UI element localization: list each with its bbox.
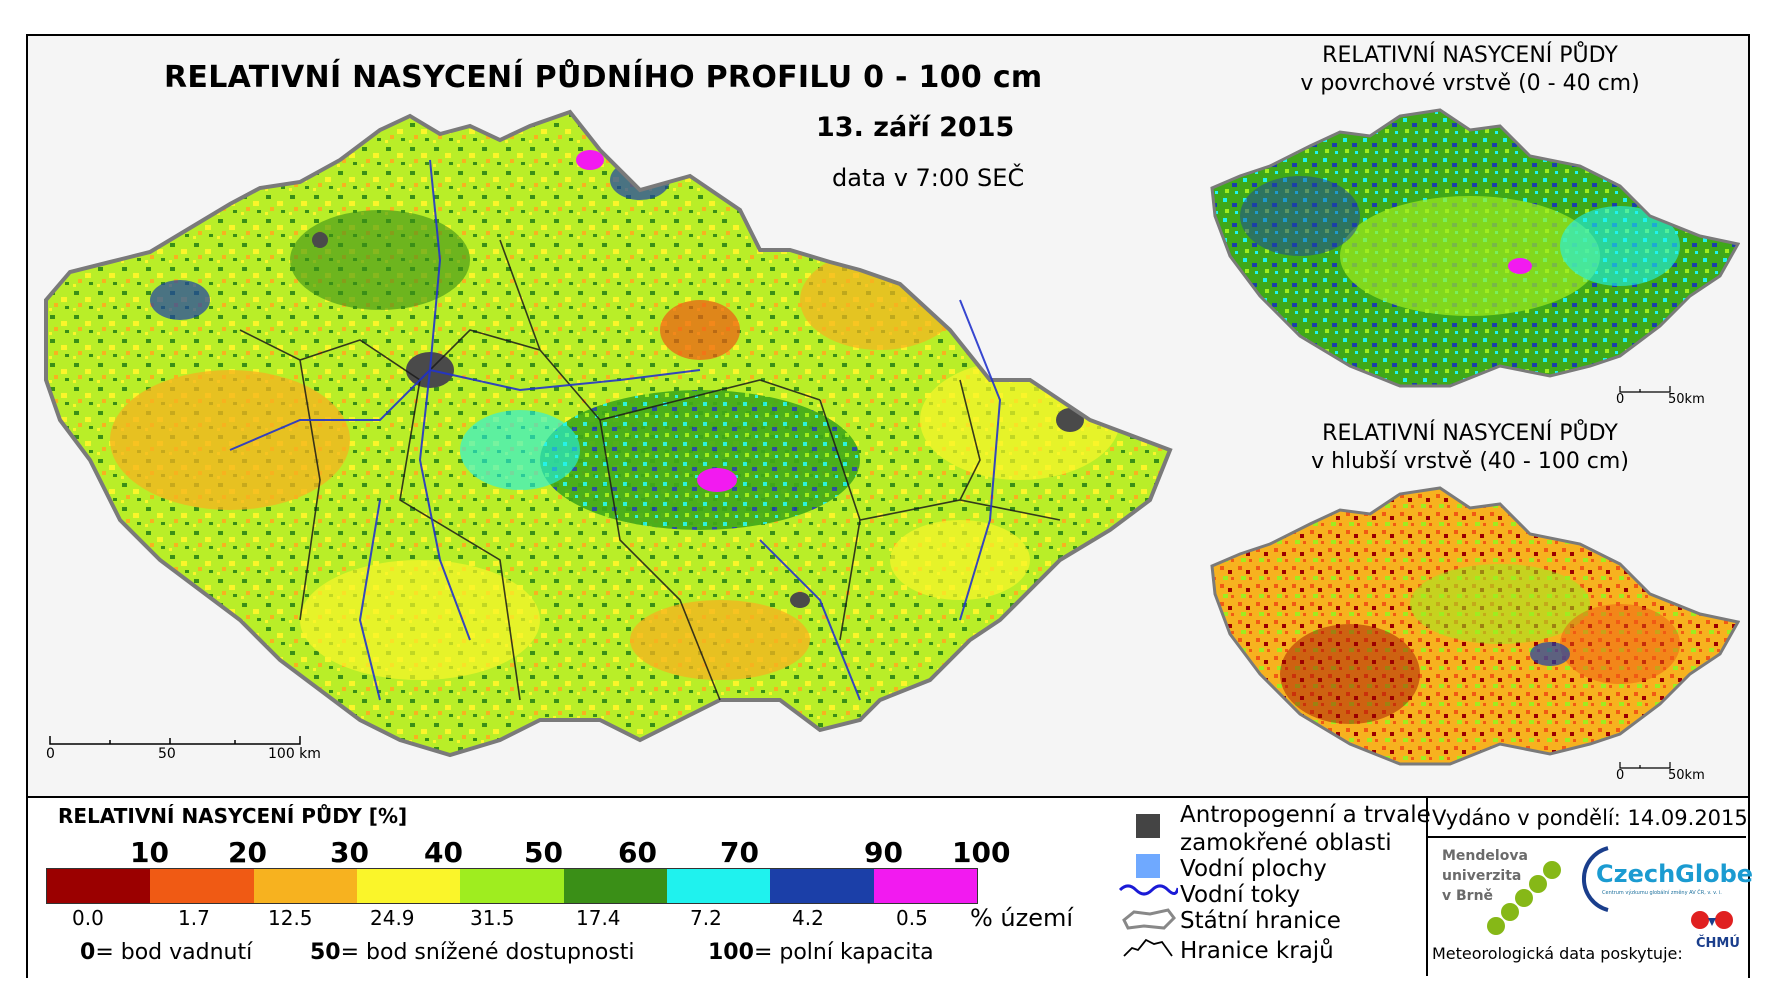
main-map-title: RELATIVNÍ NASYCENÍ PŮDNÍHO PROFILU 0 - 1… xyxy=(164,60,1043,95)
main-scale-0: 0 xyxy=(46,746,55,762)
legend-swatch xyxy=(873,869,977,903)
legend-swatch xyxy=(47,869,151,903)
inset-surface-map xyxy=(1210,108,1740,393)
data-time: data v 7:00 SEČ xyxy=(832,164,1025,192)
legend-title: RELATIVNÍ NASYCENÍ PŮDY [%] xyxy=(58,804,408,828)
key-region-border: Hranice krajů xyxy=(1180,938,1334,964)
legend-swatch xyxy=(150,869,254,903)
key-rivers: Vodní toky xyxy=(1180,882,1301,908)
legend-threshold: 90 xyxy=(864,836,903,869)
legend-explain-value: 100 xyxy=(708,940,754,965)
czechglobe-subtitle: Centrum výzkumu globální změny AV ČR, v.… xyxy=(1602,890,1722,896)
inset-deep-scale-0: 0 xyxy=(1616,768,1625,783)
legend-explain-text: = bod snížené dostupnosti xyxy=(340,940,635,965)
key-state-border: Státní hranice xyxy=(1180,908,1341,934)
inset-deep-title-line1: RELATIVNÍ NASYCENÍ PŮDY xyxy=(1322,421,1618,446)
issue-date: Vydáno v pondělí: 14.09.2015 xyxy=(1432,806,1748,830)
inset-surface-scale-0: 0 xyxy=(1616,392,1625,407)
legend-pct: 4.2 xyxy=(792,906,824,930)
inset-deep-map xyxy=(1210,486,1740,769)
issue-separator xyxy=(1426,836,1746,838)
issue-box xyxy=(1426,798,1748,976)
legend-threshold: 40 xyxy=(424,836,463,869)
key-anthropogenic-line2: zamokřené oblasti xyxy=(1180,830,1392,856)
mendel-dots-icon xyxy=(1487,861,1561,935)
inset-surface-title: RELATIVNÍ NASYCENÍ PŮDY v povrchové vrst… xyxy=(1240,42,1700,98)
legend-threshold: 70 xyxy=(720,836,759,869)
legend-swatch xyxy=(253,869,357,903)
legend-explain-text: = bod vadnutí xyxy=(95,940,253,965)
chmu-logo-icon xyxy=(1691,911,1733,929)
czechglobe-logo: CzechGlobe xyxy=(1596,860,1754,888)
legend-pct: 1.7 xyxy=(178,906,210,930)
mendel-logo-text: Mendelova univerzita v Brně xyxy=(1442,846,1528,906)
legend-pct: 12.5 xyxy=(268,906,313,930)
legend-explain-100: 100= polní kapacita xyxy=(708,940,934,965)
legend-explain-0: 0= bod vadnutí xyxy=(80,940,252,965)
legend-swatch xyxy=(770,869,874,903)
key-anthropogenic-icon xyxy=(1136,814,1160,838)
inset-deep-title: RELATIVNÍ NASYCENÍ PŮDY v hlubší vrstvě … xyxy=(1240,420,1700,476)
inset-surface-title-line2: v povrchové vrstvě (0 - 40 cm) xyxy=(1300,71,1640,96)
legend-pct: 17.4 xyxy=(576,906,621,930)
inset-surface-scale-50: 50km xyxy=(1668,392,1705,407)
czechglobe-arc-icon xyxy=(1581,846,1609,912)
legend-explain-value: 50 xyxy=(310,940,341,965)
chmu-label: ČHMÚ xyxy=(1696,936,1740,951)
legend-swatch xyxy=(666,869,771,903)
legend-pct: 31.5 xyxy=(470,906,515,930)
legend-pct-unit: % území xyxy=(970,904,1074,932)
legend-threshold: 10 xyxy=(130,836,169,869)
legend-swatch xyxy=(563,869,667,903)
legend-threshold: 20 xyxy=(228,836,267,869)
inset-surface-title-line1: RELATIVNÍ NASYCENÍ PŮDY xyxy=(1322,43,1618,68)
map-date: 13. září 2015 xyxy=(816,112,1015,143)
inset-deep-scale-50: 50km xyxy=(1668,768,1705,783)
mendel-line: univerzita xyxy=(1442,868,1522,884)
legend-color-bar xyxy=(46,868,978,904)
mendel-line: Mendelova xyxy=(1442,848,1528,864)
legend-explain-value: 0 xyxy=(80,940,96,965)
legend-threshold: 60 xyxy=(618,836,657,869)
key-region-border-icon xyxy=(1123,938,1173,957)
legend-pct: 24.9 xyxy=(370,906,415,930)
legend-swatch xyxy=(356,869,461,903)
mendel-line: v Brně xyxy=(1442,888,1494,904)
legend-swatch xyxy=(460,869,564,903)
legend-explain-50: 50= bod snížené dostupnosti xyxy=(310,940,635,965)
inset-deep-title-line2: v hlubší vrstvě (40 - 100 cm) xyxy=(1311,449,1629,474)
main-scale-50: 50 xyxy=(158,746,176,762)
key-water-body-icon xyxy=(1136,854,1160,878)
legend-pct: 0.0 xyxy=(72,906,104,930)
legend-pct: 7.2 xyxy=(690,906,722,930)
legend-explain-text: = polní kapacita xyxy=(753,940,934,965)
main-map xyxy=(44,109,1173,758)
key-anthropogenic-line1: Antropogenní a trvale xyxy=(1180,802,1431,828)
legend-threshold: 30 xyxy=(330,836,369,869)
legend-threshold: 50 xyxy=(524,836,563,869)
key-river-icon xyxy=(1118,884,1178,896)
key-state-border-icon xyxy=(1122,908,1176,930)
meteo-provider: Meteorologická data poskytuje: xyxy=(1432,944,1683,963)
legend-pct: 0.5 xyxy=(896,906,928,930)
main-scale-100: 100 km xyxy=(268,746,321,762)
key-water-bodies: Vodní plochy xyxy=(1180,856,1327,882)
legend-threshold: 100 xyxy=(952,836,1011,869)
